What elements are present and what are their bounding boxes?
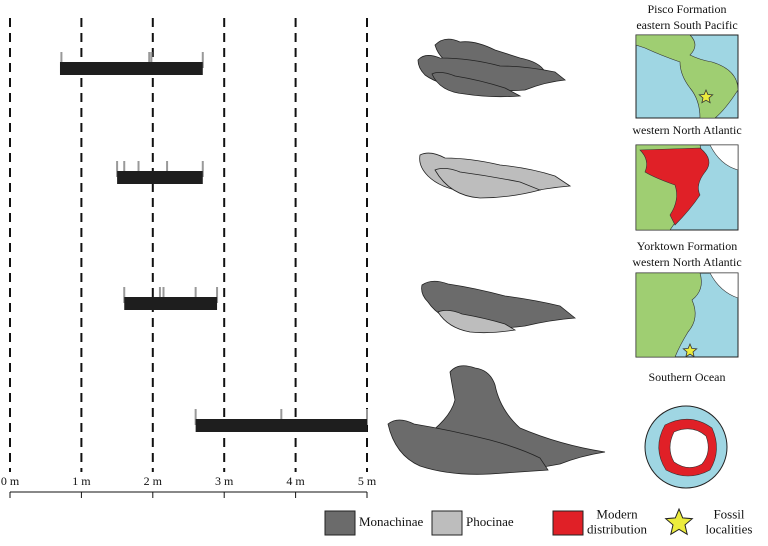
location-label: Yorktown Formation [637, 239, 737, 253]
legend-swatch [324, 510, 356, 536]
maps [635, 34, 739, 489]
x-tick-label: 0 m [1, 474, 20, 488]
range-bar [124, 297, 218, 310]
x-tick-label: 1 m [72, 474, 91, 488]
location-label: western North Atlantic [632, 255, 741, 269]
location-label: eastern South Pacific [636, 18, 737, 32]
legend-label: distribution [587, 521, 647, 536]
legend-swatch [664, 507, 694, 536]
x-tick-label: 2 m [144, 474, 163, 488]
x-tick-label: 5 m [358, 474, 377, 488]
fossil-star [682, 342, 698, 358]
legend-swatch [431, 510, 463, 536]
fossil-markers [682, 88, 714, 358]
fossil-star [698, 88, 714, 104]
legend-label: Monachinae [359, 514, 423, 529]
location-label: Southern Ocean [649, 370, 726, 384]
location-label: Pisco Formation [647, 2, 726, 16]
silhouettes [387, 38, 606, 475]
legend-label: localities [706, 521, 753, 536]
legend-label: Modern [596, 506, 638, 521]
range-bar [117, 171, 203, 184]
legend-swatch [552, 510, 584, 536]
x-tick-label: 3 m [215, 474, 234, 488]
location-label: western North Atlantic [632, 123, 741, 137]
x-tick-label: 4 m [286, 474, 305, 488]
range-bar [59, 62, 203, 75]
legend-label: Fossil [713, 506, 744, 521]
range-bar [195, 419, 367, 432]
legend-label: Phocinae [466, 514, 514, 529]
